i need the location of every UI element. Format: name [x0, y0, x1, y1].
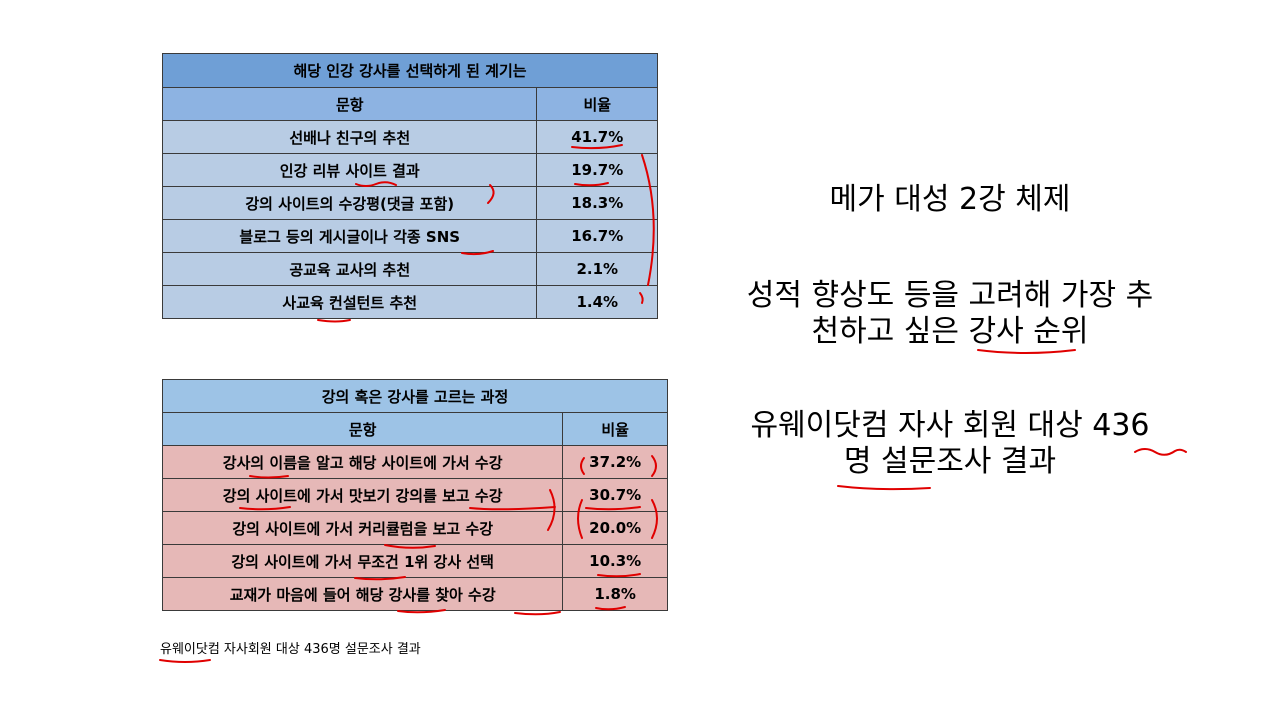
- row-rate: 41.7%: [536, 120, 658, 154]
- process-table-header-rate: 비율: [562, 412, 668, 446]
- process-table-header-item: 문항: [161, 412, 564, 446]
- row-rate: 37.2%: [562, 445, 668, 479]
- row-item: 인강 리뷰 사이트 결과: [161, 153, 538, 187]
- table-row: 선배나 친구의 추천 41.7%: [161, 120, 658, 154]
- row-item: 강의 사이트에 가서 맛보기 강의를 보고 수강: [161, 478, 564, 512]
- table-row: 강의 사이트에 가서 맛보기 강의를 보고 수강 30.7%: [161, 478, 668, 512]
- row-rate: 19.7%: [536, 153, 658, 187]
- row-item: 교재가 마음에 들어 해당 강사를 찾아 수강: [161, 577, 564, 611]
- row-item: 강사의 이름을 알고 해당 사이트에 가서 수강: [161, 445, 564, 479]
- row-rate: 20.0%: [562, 511, 668, 545]
- table-row: 강사의 이름을 알고 해당 사이트에 가서 수강 37.2%: [161, 445, 668, 479]
- row-rate: 16.7%: [536, 219, 658, 253]
- source-note: 유웨이닷컴 자사회원 대상 436명 설문조사 결과: [160, 642, 421, 657]
- annotation-underline: [317, 319, 351, 323]
- annotation-underline: [159, 659, 211, 663]
- table-row: 블로그 등의 게시글이나 각종 SNS 16.7%: [161, 219, 658, 253]
- reason-table-header-item: 문항: [161, 87, 538, 121]
- side-note-line: 천하고 싶은 강사 순위: [811, 314, 1089, 349]
- row-rate: 1.8%: [562, 577, 668, 611]
- row-rate: 1.4%: [536, 285, 658, 319]
- process-table: 강의 혹은 강사를 고르는 과정 문항 비율 강사의 이름을 알고 해당 사이트…: [161, 379, 668, 611]
- table-row: 강의 사이트에 가서 커리큘럼을 보고 수강 20.0%: [161, 511, 668, 545]
- side-note-line: 성적 향상도 등을 고려해 가장 추: [746, 278, 1154, 313]
- table-row: 강의 사이트에 가서 무조건 1위 강사 선택 10.3%: [161, 544, 668, 578]
- reason-table-header-rate: 비율: [536, 87, 658, 121]
- row-item: 사교육 컨설턴트 추천: [161, 285, 538, 319]
- side-note-line: 메가 대성 2강 체제: [829, 182, 1071, 217]
- process-table-title: 강의 혹은 강사를 고르는 과정: [162, 379, 668, 413]
- table-row: 사교육 컨설턴트 추천 1.4%: [161, 285, 658, 319]
- table-row: 강의 사이트의 수강평(댓글 포함) 18.3%: [161, 186, 658, 220]
- row-item: 블로그 등의 게시글이나 각종 SNS: [161, 219, 538, 253]
- reason-table: 해당 인강 강사를 선택하게 된 계기는 문항 비율 선배나 친구의 추천 41…: [161, 53, 658, 319]
- annotation-underline: [837, 485, 931, 491]
- table-row: 교재가 마음에 들어 해당 강사를 찾아 수강 1.8%: [161, 577, 668, 611]
- side-note-3: 유웨이닷컴 자사 회원 대상 436 명 설문조사 결과: [690, 408, 1210, 480]
- row-rate: 10.3%: [562, 544, 668, 578]
- reason-table-title: 해당 인강 강사를 선택하게 된 계기는: [162, 53, 658, 88]
- side-note-line: 유웨이닷컴 자사 회원 대상 436: [750, 408, 1150, 443]
- table-row: 인강 리뷰 사이트 결과 19.7%: [161, 153, 658, 187]
- row-item: 강의 사이트에 가서 커리큘럼을 보고 수강: [161, 511, 564, 545]
- row-item: 강의 사이트에 가서 무조건 1위 강사 선택: [161, 544, 564, 578]
- row-item: 선배나 친구의 추천: [161, 120, 538, 154]
- side-note-2: 성적 향상도 등을 고려해 가장 추 천하고 싶은 강사 순위: [690, 278, 1210, 350]
- row-rate: 18.3%: [536, 186, 658, 220]
- annotation-underline: [977, 349, 1076, 354]
- row-rate: 30.7%: [562, 478, 668, 512]
- row-item: 강의 사이트의 수강평(댓글 포함): [161, 186, 538, 220]
- side-note-1: 메가 대성 2강 체제: [690, 182, 1210, 218]
- row-item: 공교육 교사의 추천: [161, 252, 538, 286]
- row-rate: 2.1%: [536, 252, 658, 286]
- side-note-line: 명 설문조사 결과: [843, 444, 1057, 479]
- annotation-underline: [514, 611, 561, 616]
- table-row: 공교육 교사의 추천 2.1%: [161, 252, 658, 286]
